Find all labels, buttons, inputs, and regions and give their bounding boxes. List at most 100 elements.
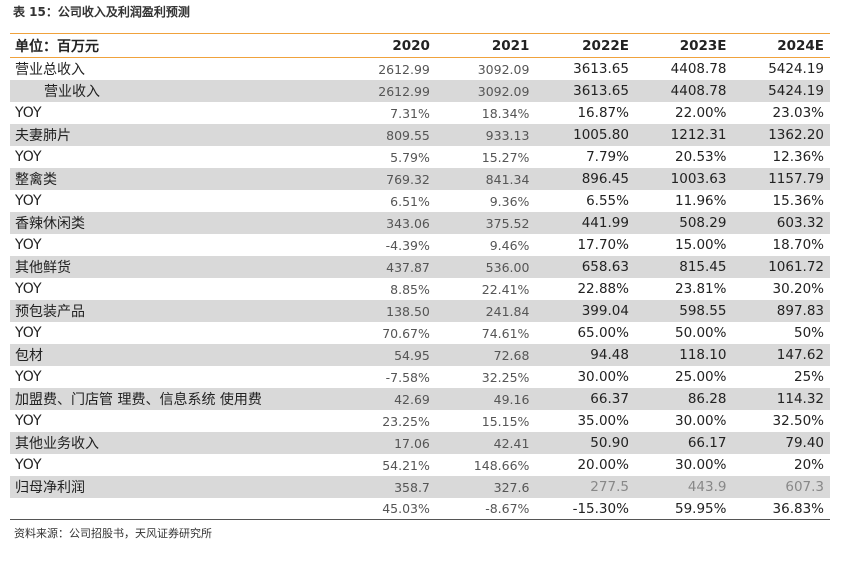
table-cell: 148.66% — [473, 457, 530, 473]
row-label: YOY — [15, 325, 42, 341]
table-cell: 327.6 — [493, 479, 530, 495]
row-label: YOY — [15, 237, 42, 253]
table-cell: 5424.19 — [768, 83, 824, 99]
table-cell: 375.52 — [485, 215, 530, 231]
row-label: 加盟费、门店管 理费、信息系统 使用费 — [15, 392, 262, 408]
table-cell: -4.39% — [385, 237, 430, 253]
table-row: YOY -7.58% 32.25% 30.00% 25.00% 25% — [10, 366, 830, 388]
table-row: 其他业务收入 17.06 42.41 50.90 66.17 79.40 — [10, 432, 830, 454]
table-cell: 897.83 — [776, 303, 825, 319]
table-cell: 7.31% — [390, 105, 430, 121]
row-label: 营业总收入 — [15, 62, 85, 78]
table-row: YOY 6.51% 9.36% 6.55% 11.96% 15.36% — [10, 190, 830, 212]
table-cell: 66.17 — [687, 435, 727, 451]
table-cell: 15.00% — [675, 237, 727, 253]
table-title: 表 15：公司收入及利润盈利预测 — [13, 5, 190, 19]
table-cell: 22.88% — [577, 281, 629, 297]
table-cell: 17.70% — [577, 237, 629, 253]
table-cell: 30.00% — [675, 457, 727, 473]
table-cell: 70.67% — [382, 325, 430, 341]
table-row: 其他鲜货 437.87 536.00 658.63 815.45 1061.72 — [10, 256, 830, 278]
table-cell: 15.15% — [481, 413, 530, 429]
table-cell: 30.00% — [675, 413, 727, 429]
table-cell: 65.00% — [577, 325, 629, 341]
table-cell: 437.87 — [386, 259, 430, 275]
table-cell: 18.34% — [481, 105, 530, 121]
table-cell: 658.63 — [581, 259, 629, 275]
table-cell: 3092.09 — [477, 61, 530, 77]
table-row: 45.03% -8.67% -15.30% 59.95% 36.83% — [10, 498, 830, 520]
source-note: 资料来源：公司招股书，天风证券研究所 — [14, 527, 212, 540]
table-cell: -8.67% — [485, 501, 530, 516]
table-cell: 277.5 — [590, 479, 629, 495]
table-row: 整禽类 769.32 841.34 896.45 1003.63 1157.79 — [10, 168, 830, 190]
table-row: 营业收入 2612.99 3092.09 3613.65 4408.78 5424.19 — [10, 80, 830, 102]
table-cell: 32.50% — [772, 413, 825, 429]
table-cell: 3092.09 — [477, 83, 530, 99]
table-cell: 94.48 — [590, 347, 629, 363]
table-cell: 1003.63 — [670, 171, 727, 187]
table-header-row: 单位：百万元 2020 2021 2022E 2023E 2024E — [10, 33, 830, 58]
table-cell: 5424.19 — [768, 61, 825, 77]
table-cell: 15.36% — [772, 193, 825, 209]
table-cell: 66.37 — [590, 391, 629, 407]
table-cell: 50.90 — [590, 435, 629, 451]
row-label: 归母净利润 — [15, 480, 85, 496]
table-cell: 4408.78 — [670, 83, 727, 99]
table-cell: 841.34 — [485, 171, 530, 187]
table-cell: 23.81% — [675, 281, 727, 297]
table-cell: 9.46% — [489, 237, 530, 253]
table-cell: 1212.31 — [670, 127, 727, 143]
row-label: YOY — [15, 369, 42, 385]
table-row: YOY 70.67% 74.61% 65.00% 50.00% 50% — [10, 322, 830, 344]
row-label: 整禽类 — [15, 172, 57, 188]
table-cell: -7.58% — [385, 369, 430, 385]
table-cell: 49.16 — [493, 391, 530, 407]
table-cell: 36.83% — [772, 500, 825, 517]
table-cell: 59.95% — [675, 500, 727, 517]
table-cell: 6.51% — [390, 193, 430, 209]
table-cell: 5.79% — [390, 149, 430, 165]
table-cell: 603.32 — [776, 215, 825, 231]
row-label: YOY — [15, 149, 42, 165]
table-row: 包材 54.95 72.68 94.48 118.10 147.62 — [10, 344, 830, 366]
table-cell: 23.03% — [772, 105, 825, 121]
table-cell: 17.06 — [394, 435, 430, 451]
table-row: 预包装产品 138.50 241.84 399.04 598.55 897.83 — [10, 300, 830, 322]
table-cell: 118.10 — [679, 347, 727, 363]
table-row: YOY -4.39% 9.46% 17.70% 15.00% 18.70% — [10, 234, 830, 256]
table-cell: 30.00% — [577, 369, 629, 385]
table-cell: 896.45 — [581, 171, 629, 187]
table-cell: 1061.72 — [768, 259, 825, 275]
table-cell: 2612.99 — [378, 83, 430, 99]
table-row: 归母净利润 358.7 327.6 277.5 443.9 607.3 — [10, 476, 830, 498]
table-cell: 343.06 — [386, 215, 430, 231]
row-label: 夫妻肺片 — [15, 128, 71, 144]
table-cell: 1005.80 — [573, 127, 629, 143]
table-cell: 42.69 — [394, 391, 430, 407]
table-cell: 86.28 — [687, 391, 727, 407]
table-row: 加盟费、门店管 理费、信息系统 使用费 42.69 49.16 66.37 86.28 1… — [10, 388, 830, 410]
table-cell: 1362.20 — [768, 127, 825, 143]
table-row: 香辣休闲类 343.06 375.52 441.99 508.29 603.32 — [10, 212, 830, 234]
table-cell: 3613.65 — [573, 61, 629, 77]
table-cell: 45.03% — [382, 501, 430, 516]
forecast-table: 单位：百万元 2020 2021 2022E 2023E 2024E 营业总收入… — [10, 33, 830, 520]
table-cell: 74.61% — [481, 325, 530, 341]
table-row: YOY 23.25% 15.15% 35.00% 30.00% 32.50% — [10, 410, 830, 432]
table-cell: 20% — [794, 457, 825, 473]
header-year: 2020 — [392, 37, 430, 54]
table-cell: 32.25% — [481, 369, 530, 385]
table-row: YOY 7.31% 18.34% 16.87% 22.00% 23.03% — [10, 102, 830, 124]
table-body: 营业总收入 2612.99 3092.09 3613.65 4408.78 5424.19… — [10, 58, 830, 520]
table-cell: 815.45 — [679, 259, 727, 275]
table-cell: -15.30% — [572, 500, 629, 517]
row-label: YOY — [15, 105, 42, 121]
table-cell: 358.7 — [394, 479, 430, 495]
table-cell: 7.79% — [586, 149, 629, 165]
table-cell: 114.32 — [776, 391, 825, 407]
table-row: YOY 5.79% 15.27% 7.79% 20.53% 12.36% — [10, 146, 830, 168]
table-cell: 809.55 — [386, 127, 430, 143]
table-cell: 2612.99 — [378, 61, 430, 77]
table-cell: 50.00% — [675, 325, 727, 341]
